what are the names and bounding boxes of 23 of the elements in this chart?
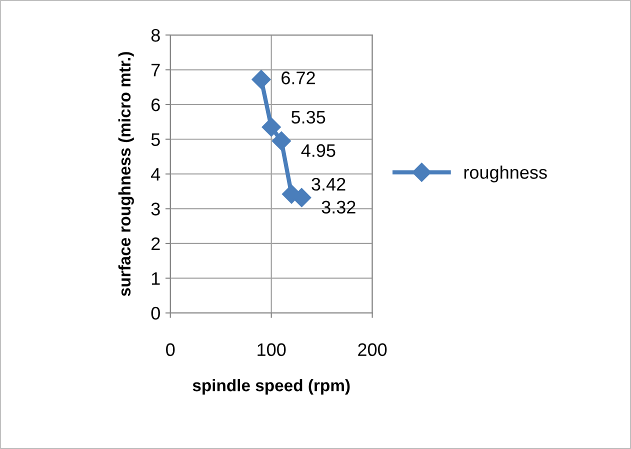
x-tick-label: 0 [166, 343, 175, 356]
y-axis-title: surface roughness (micro mtr.) [118, 52, 134, 296]
y-tick-label: 1 [152, 272, 160, 285]
y-tick-label: 5 [151, 133, 160, 146]
data-label: 5.35 [291, 110, 326, 124]
x-tick-label: 100 [258, 343, 286, 356]
data-label: 3.32 [322, 200, 356, 214]
y-tick-label: 2 [152, 237, 160, 250]
point [262, 118, 281, 137]
x-axis-title: spindle speed (rpm) [192, 379, 350, 395]
data-label: 6.72 [282, 72, 315, 84]
y-tick-label: 6 [152, 98, 160, 112]
y-tick-label: 4 [151, 168, 160, 181]
data-label: 4.95 [301, 144, 336, 157]
y-tick-label: 7 [152, 64, 160, 76]
point [272, 131, 291, 151]
y-tick-label: 0 [151, 306, 160, 320]
x-tick-label: 200 [358, 343, 387, 356]
point [252, 70, 271, 90]
legend-label: roughness [464, 166, 547, 182]
y-tick-label: 8 [151, 28, 160, 42]
data-label: 3.42 [312, 178, 346, 191]
y-tick-label: 3 [151, 202, 160, 216]
